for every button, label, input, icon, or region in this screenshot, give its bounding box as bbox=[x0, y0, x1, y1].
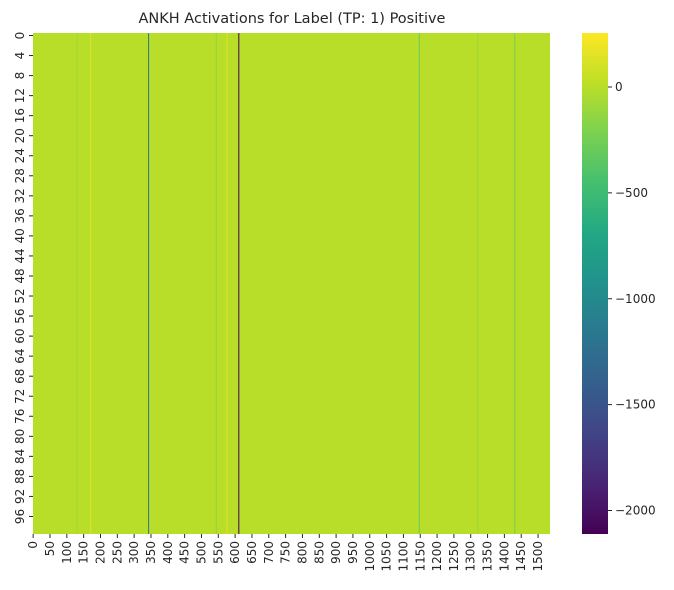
x-tick-label: 650 bbox=[245, 541, 259, 564]
y-tick-label: 88 bbox=[13, 469, 27, 484]
x-tick-label: 850 bbox=[312, 541, 326, 564]
y-tick-label: 12 bbox=[13, 88, 27, 103]
y-tick-label: 92 bbox=[13, 489, 27, 504]
heatmap-base-field bbox=[33, 33, 550, 534]
y-tick-label: 64 bbox=[13, 348, 27, 363]
y-tick-label: 8 bbox=[13, 72, 27, 80]
y-tick-label: 36 bbox=[13, 208, 27, 223]
x-axis: 0 50 100 150 200 250 300 350 400 450 500 550 600 650 7… bbox=[26, 534, 545, 572]
y-tick-label: 80 bbox=[13, 429, 27, 444]
y-tick-label: 52 bbox=[13, 288, 27, 303]
colorbar-tick-label: −2000 bbox=[615, 504, 656, 518]
y-tick-label: 72 bbox=[13, 389, 27, 404]
x-tick-label: 800 bbox=[295, 541, 309, 564]
x-tick-label: 250 bbox=[110, 541, 124, 564]
y-tick-label: 96 bbox=[13, 509, 27, 524]
x-tick-label: 350 bbox=[144, 541, 158, 564]
heatmap-column-575 bbox=[226, 33, 228, 534]
y-tick-label: 4 bbox=[13, 52, 27, 60]
colorbar-gradient bbox=[582, 33, 608, 534]
x-tick-label: 1350 bbox=[481, 541, 495, 572]
heatmap-column-1430 bbox=[514, 33, 516, 534]
x-tick-label: 1450 bbox=[514, 541, 528, 572]
y-tick-label: 56 bbox=[13, 308, 27, 323]
colorbar-tick-label: 0 bbox=[615, 80, 623, 94]
y-tick-label: 20 bbox=[13, 128, 27, 143]
x-tick-label: 750 bbox=[279, 541, 293, 564]
y-tick-label: 32 bbox=[13, 188, 27, 203]
heatmap-column-130 bbox=[76, 33, 78, 534]
y-tick-label: 60 bbox=[13, 328, 27, 343]
x-tick-label: 50 bbox=[43, 541, 57, 556]
x-tick-label: 100 bbox=[60, 541, 74, 564]
x-tick-label: 1300 bbox=[464, 541, 478, 572]
x-tick-label: 400 bbox=[161, 541, 175, 564]
x-tick-label: 600 bbox=[228, 541, 242, 564]
x-tick-label: 300 bbox=[127, 541, 141, 564]
x-tick-label: 0 bbox=[26, 541, 40, 549]
x-tick-label: 150 bbox=[77, 541, 91, 564]
x-tick-label: 1200 bbox=[430, 541, 444, 572]
x-tick-label: 1100 bbox=[396, 541, 410, 572]
y-axis: 0481216202428323640444852566064687276808… bbox=[13, 32, 33, 524]
y-tick-label: 24 bbox=[13, 148, 27, 163]
y-tick-label: 48 bbox=[13, 268, 27, 283]
colorbar-tick-label: −1500 bbox=[615, 398, 656, 412]
colorbar-tick-label: −1000 bbox=[615, 292, 656, 306]
y-tick-label: 68 bbox=[13, 369, 27, 384]
y-tick-label: 0 bbox=[13, 32, 27, 40]
x-tick-label: 500 bbox=[194, 541, 208, 564]
colorbar: −2000 −1500 −1000 −500 0 bbox=[582, 33, 656, 534]
x-tick-label: 1150 bbox=[413, 541, 427, 572]
x-tick-label: 700 bbox=[262, 541, 276, 564]
heatmap-column-342 bbox=[148, 33, 150, 534]
x-tick-label: 550 bbox=[211, 541, 225, 564]
chart-title: ANKH Activations for Label (TP: 1) Posit… bbox=[139, 11, 446, 27]
heatmap-area bbox=[33, 33, 550, 534]
y-tick-label: 44 bbox=[13, 248, 27, 263]
y-tick-label: 16 bbox=[13, 108, 27, 123]
heatmap-column-1320 bbox=[477, 33, 479, 534]
heatmap-column-543 bbox=[215, 33, 217, 534]
y-tick-label: 76 bbox=[13, 409, 27, 424]
x-tick-label: 450 bbox=[178, 541, 192, 564]
heatmap-column-1146 bbox=[418, 33, 420, 534]
x-tick-label: 1000 bbox=[363, 541, 377, 572]
y-tick-label: 40 bbox=[13, 228, 27, 243]
x-tick-label: 1500 bbox=[531, 541, 545, 572]
x-tick-label: 200 bbox=[93, 541, 107, 564]
heatmap-column-610 bbox=[238, 33, 240, 534]
x-tick-label: 950 bbox=[346, 541, 360, 564]
y-tick-label: 28 bbox=[13, 168, 27, 183]
colorbar-ticks: −2000 −1500 −1000 −500 0 bbox=[608, 80, 656, 518]
x-tick-label: 1050 bbox=[380, 541, 394, 572]
colorbar-tick-label: −500 bbox=[615, 186, 648, 200]
heatmap-column-170 bbox=[90, 33, 92, 534]
x-tick-label: 900 bbox=[329, 541, 343, 564]
heatmap-columns bbox=[76, 33, 516, 534]
x-tick-label: 1250 bbox=[447, 541, 461, 572]
x-tick-label: 1400 bbox=[497, 541, 511, 572]
y-tick-label: 84 bbox=[13, 449, 27, 464]
